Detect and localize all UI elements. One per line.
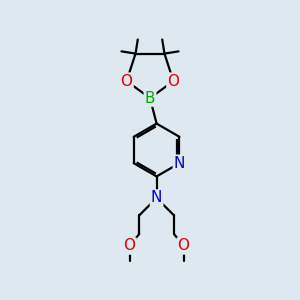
Text: O: O bbox=[167, 74, 179, 88]
Text: O: O bbox=[124, 238, 136, 253]
Text: N: N bbox=[151, 190, 162, 206]
Text: N: N bbox=[174, 156, 185, 171]
Text: B: B bbox=[145, 91, 155, 106]
Text: O: O bbox=[178, 238, 190, 253]
Text: O: O bbox=[121, 74, 133, 88]
